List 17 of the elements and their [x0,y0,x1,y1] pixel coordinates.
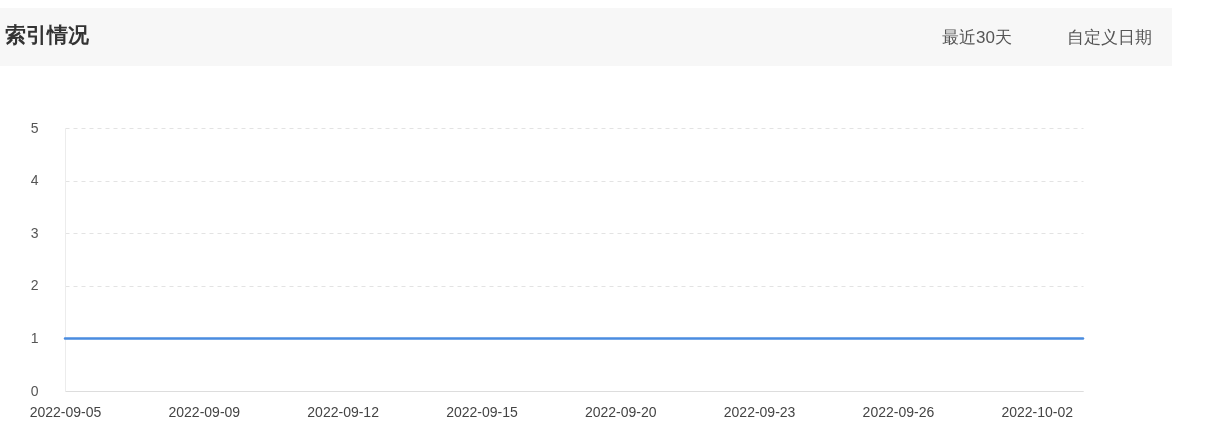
x-tick-label: 2022-09-12 [307,403,380,420]
text: 最近30天 [942,28,1012,47]
y-tick-label: 3 [30,224,39,241]
text: 自定义日期 [1067,28,1152,47]
x-tick-label: 2022-09-05 [29,403,102,420]
y-tick-label: 0 [30,382,39,399]
y-tick-label: 5 [30,119,39,136]
x-tick-label: 2022-09-26 [862,403,935,420]
y-tick-label: 2 [30,277,39,294]
x-tick-label: 2022-10-02 [1001,403,1074,420]
x-tick-label: 2022-09-09 [168,403,241,420]
y-tick-label: 1 [30,329,39,346]
x-tick-label: 2022-09-23 [723,403,796,420]
chart-title: 索引情况 [5,23,90,46]
x-tick-label: 2022-09-15 [446,403,518,420]
y-tick-label: 4 [30,172,39,189]
x-tick-label: 2022-09-20 [584,403,657,420]
